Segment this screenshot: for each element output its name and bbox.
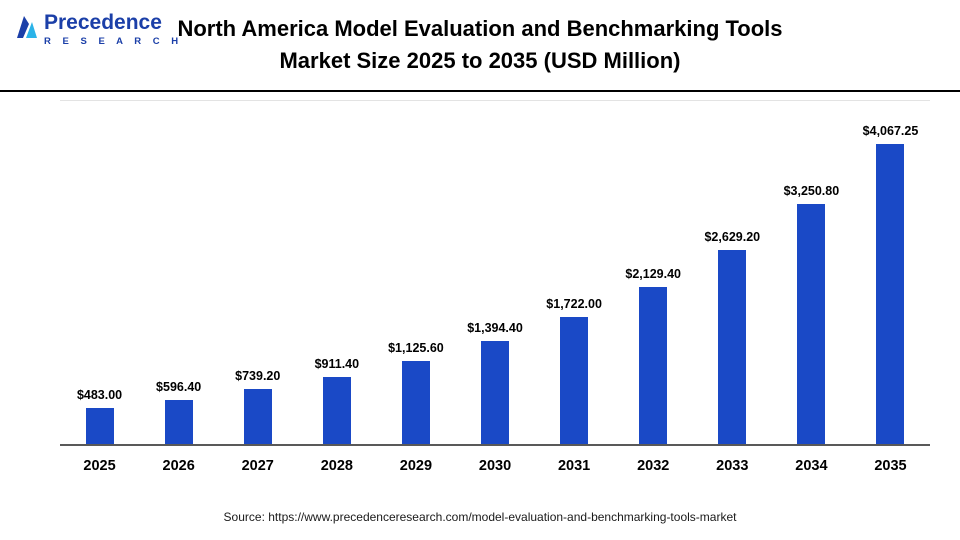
bar	[876, 144, 905, 444]
x-axis-label: 2032	[637, 458, 670, 474]
bar-value-label: $2,629.20	[704, 230, 761, 244]
logo-text: Precedence R E S E A R C H	[44, 11, 183, 48]
bar-column: $4,067.25	[851, 124, 930, 444]
bar-chart: $483.00 $596.40 $739.20 $911.40 $1,125.60 $1,…	[0, 92, 960, 474]
page-title: North America Model Evaluation and Bench…	[57, 13, 902, 77]
bar-value-label: $4,067.25	[862, 124, 919, 138]
bar-column: $1,394.40	[455, 321, 534, 444]
bar	[401, 361, 430, 444]
bar	[481, 341, 510, 444]
footer: Source: https://www.precedenceresearch.c…	[0, 510, 960, 540]
bar-value-label: $1,722.00	[546, 297, 602, 311]
bar-value-label: $911.40	[314, 357, 360, 371]
bar-column: $1,125.60	[376, 341, 455, 444]
bar	[164, 400, 193, 444]
x-axis-label: 2027	[241, 458, 274, 474]
bar	[85, 408, 114, 444]
bar	[560, 317, 589, 444]
bar-value-label: $739.20	[235, 369, 281, 383]
x-axis-label: 2035	[874, 458, 907, 474]
bar-value-label: $596.40	[156, 380, 202, 394]
bar-column: $739.20	[218, 369, 297, 444]
bar	[639, 287, 668, 444]
bar-value-label: $1,394.40	[467, 321, 523, 335]
header: Precedence R E S E A R C H North America…	[0, 0, 960, 92]
bar-column: $2,129.40	[614, 267, 693, 444]
bar-value-label: $2,129.40	[625, 267, 681, 281]
logo-subtext: R E S E A R C H	[44, 36, 183, 48]
bar-value-label: $1,125.60	[388, 341, 444, 355]
bar-column: $596.40	[139, 380, 218, 444]
x-axis-label: 2033	[716, 458, 749, 474]
x-axis-label: 2028	[320, 458, 353, 474]
logo-wordmark: Precedence	[44, 11, 162, 34]
logo-mark-icon	[17, 16, 37, 38]
x-axis-label: 2034	[795, 458, 828, 474]
x-axis-label: 2026	[162, 458, 195, 474]
bar-column: $483.00	[60, 388, 139, 444]
bar-value-label: $3,250.80	[783, 184, 840, 198]
bar	[243, 389, 272, 444]
x-axis: 2025 2026 2027 2028 2029 2030 2031 2032 2033 2034…	[60, 446, 930, 474]
x-axis-label: 2029	[399, 458, 433, 474]
bar	[322, 377, 351, 444]
x-axis-label: 2025	[83, 458, 116, 474]
bar-column: $911.40	[297, 357, 376, 444]
x-axis-label: 2030	[478, 458, 512, 474]
bar-column: $3,250.80	[772, 184, 851, 444]
x-axis-label: 2031	[557, 458, 591, 474]
plot-area: $483.00 $596.40 $739.20 $911.40 $1,125.60 $1,…	[60, 100, 930, 446]
page-title-line1: North America Model Evaluation and Bench…	[177, 16, 783, 42]
bar-column: $1,722.00	[535, 297, 614, 444]
bar	[797, 204, 826, 444]
logo: Precedence R E S E A R C H	[14, 11, 183, 48]
page-title-line2: Market Size 2025 to 2035 (USD Million)	[279, 48, 681, 73]
bar	[718, 250, 747, 444]
source-text: Source: https://www.precedenceresearch.c…	[223, 510, 737, 524]
bar-column: $2,629.20	[693, 230, 772, 444]
bar-value-label: $483.00	[76, 388, 123, 402]
